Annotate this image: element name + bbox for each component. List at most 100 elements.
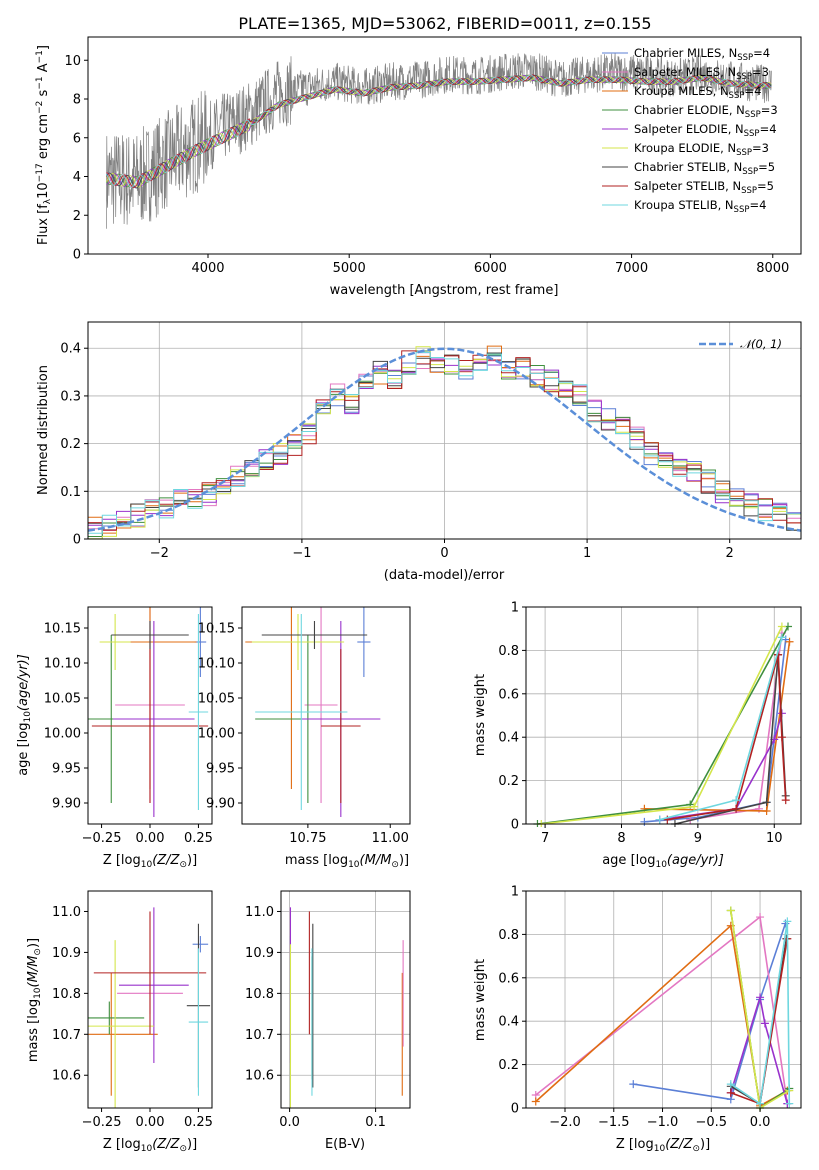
spectrum-frame	[87, 36, 802, 255]
y-tick-label: 9.90	[206, 797, 235, 812]
mass-weight-marker	[756, 1099, 765, 1108]
errorbars	[88, 907, 211, 1108]
y-tick-label: 10.8	[52, 987, 81, 1002]
mass-weight-lines	[533, 622, 794, 827]
legend-label: Chabrier STELIB, NSSP=5	[634, 160, 775, 177]
x-tick-label: 0.25	[184, 831, 213, 846]
spectrum-model-line	[106, 74, 772, 188]
y-tick-label: 9.95	[52, 762, 81, 777]
y-tick-label: 1	[511, 885, 519, 900]
mass-weight-z-plot-area	[526, 890, 801, 1111]
errorbars	[289, 907, 404, 1108]
mass-weight-marker	[777, 733, 786, 742]
x-tick-label: −1.0	[647, 1115, 679, 1130]
x-tick-label: 0.0	[750, 1115, 771, 1130]
histogram-plot-area	[88, 322, 801, 540]
mass-weight-z-panel: −2.0 −1.5 −1.0 −0.5 0.0 0 0.2 0.4 0.6 0.8 1 Z [log…	[473, 885, 802, 1154]
spectrum-panel: 4000 5000 6000 7000 8000 0 2 4 6 8 10 wavelength […	[35, 36, 802, 298]
x-tick-label: 8000	[756, 261, 789, 276]
y-tick-label: 10.00	[44, 727, 81, 742]
mass-vs-z-xlabel: Z [log10(Z/Z⊙)]	[103, 1137, 197, 1154]
mass-weight-z-ticks: −2.0 −1.5 −1.0 −0.5 0.0 0 0.2 0.4 0.6 0.8 1	[498, 885, 770, 1131]
spectrum-ticks: 4000 5000 6000 7000 8000 0 2 4 6 8 10	[64, 54, 789, 276]
y-tick-label: 11.0	[52, 905, 81, 920]
y-tick-label: 10.9	[245, 946, 274, 961]
y-tick-label: 9.95	[206, 762, 235, 777]
spectrum-model-line	[106, 74, 772, 189]
spectrum-legend: Chabrier MILES, NSSP=4 Salpeter MILES, NS…	[602, 46, 778, 215]
age-vs-mass-panel: 10.75 11.00 9.90 9.95 10.00 10.05 10.10 10.15 m…	[198, 606, 411, 870]
y-tick-label: 10.15	[44, 622, 81, 637]
mass-weight-marker	[756, 993, 765, 1002]
mass-weight-age-xlabel: age [log10(age/yr)]	[602, 853, 724, 870]
mass-weight-marker	[762, 806, 771, 815]
x-tick-label: 7000	[615, 261, 648, 276]
x-tick-label: 2	[726, 546, 734, 561]
mass-weight-z-frame	[525, 890, 802, 1109]
mass-weight-line	[730, 997, 789, 1104]
mass-weight-line	[535, 915, 789, 1104]
y-tick-label: 10.05	[44, 692, 81, 707]
mass-weight-marker	[777, 633, 786, 642]
gauss-curve	[88, 347, 801, 532]
x-tick-label: 1	[583, 546, 591, 561]
mass-weight-line	[537, 626, 789, 825]
mass-weight-marker	[762, 798, 771, 807]
mass-weight-marker	[629, 1080, 638, 1089]
y-tick-label: 0.2	[60, 437, 81, 452]
x-tick-label: 11.00	[372, 831, 409, 846]
age-vs-mass-xlabel: mass [log10(M/M⊙)]	[285, 853, 409, 870]
y-tick-label: 0.3	[60, 389, 81, 404]
mass-vs-ebv-plot-area	[281, 891, 410, 1108]
mass-weight-marker	[760, 1019, 769, 1028]
y-tick-label: 10.7	[52, 1028, 81, 1043]
mass-vs-z-ticks: −0.25 0.00 0.25 10.6 10.7 10.8 10.9 11.0	[52, 905, 213, 1130]
y-tick-label: 0	[73, 533, 81, 548]
x-tick-label: −1	[292, 546, 311, 561]
mass-weight-age-ylabel: mass weight	[473, 674, 488, 756]
y-tick-label: 0.4	[60, 342, 81, 357]
x-tick-label: −2	[150, 546, 169, 561]
errorbars	[245, 607, 381, 817]
mass-weight-marker	[777, 622, 786, 631]
x-tick-label: −1.5	[598, 1115, 630, 1130]
spectrum-model-line	[106, 74, 772, 188]
histogram-steps	[88, 345, 801, 539]
y-tick-label: 9.90	[52, 797, 81, 812]
mass-vs-ebv-ticks: 0.0 0.1 10.6 10.7 10.8 10.9 11.0	[245, 905, 386, 1130]
y-tick-label: 2	[73, 209, 81, 224]
mass-vs-ebv-frame	[280, 890, 411, 1109]
histogram-ticks: −2 −1 0 1 2 0 0.1 0.2 0.3 0.4	[60, 342, 734, 561]
mass-weight-line	[535, 924, 788, 1108]
legend-label: Salpeter ELODIE, NSSP=4	[634, 122, 777, 139]
mass-weight-age-ticks: 7 8 9 10 0 0.2 0.4 0.6 0.8 1	[498, 601, 782, 847]
histogram-ylabel: Normed distribution	[36, 365, 51, 495]
y-tick-label: 10.05	[198, 692, 235, 707]
y-tick-label: 6	[73, 131, 81, 146]
mass-weight-marker	[783, 917, 792, 926]
age-vs-mass-frame	[241, 606, 411, 825]
age-vs-mass-ticks: 10.75 11.00 9.90 9.95 10.00 10.05 10.10 10.15	[198, 622, 409, 847]
spectrum-plot-area	[105, 53, 772, 229]
mass-weight-age-frame	[525, 606, 802, 825]
legend-label: Kroupa ELODIE, NSSP=3	[634, 141, 769, 158]
legend-label: Kroupa MILES, NSSP=4	[634, 84, 761, 101]
mass-weight-line	[730, 921, 791, 1106]
y-tick-label: 0.8	[498, 644, 519, 659]
y-tick-label: 10	[64, 54, 81, 69]
y-tick-label: 10.9	[52, 946, 81, 961]
x-tick-label: −2.0	[549, 1115, 581, 1130]
mass-weight-line	[541, 626, 783, 825]
spectrum-model-line	[106, 74, 772, 188]
mass-weight-marker	[726, 1080, 735, 1089]
mass-weight-line	[644, 639, 787, 823]
spectrum-lines	[105, 53, 772, 229]
mass-weight-marker	[655, 815, 664, 824]
y-tick-label: 0.4	[498, 731, 519, 746]
x-tick-label: −0.25	[82, 1115, 122, 1130]
x-tick-label: 9	[694, 831, 702, 846]
mass-weight-marker	[726, 1088, 735, 1097]
histogram-xlabel: (data-model)/error	[384, 568, 505, 583]
mass-weight-marker	[781, 796, 790, 805]
